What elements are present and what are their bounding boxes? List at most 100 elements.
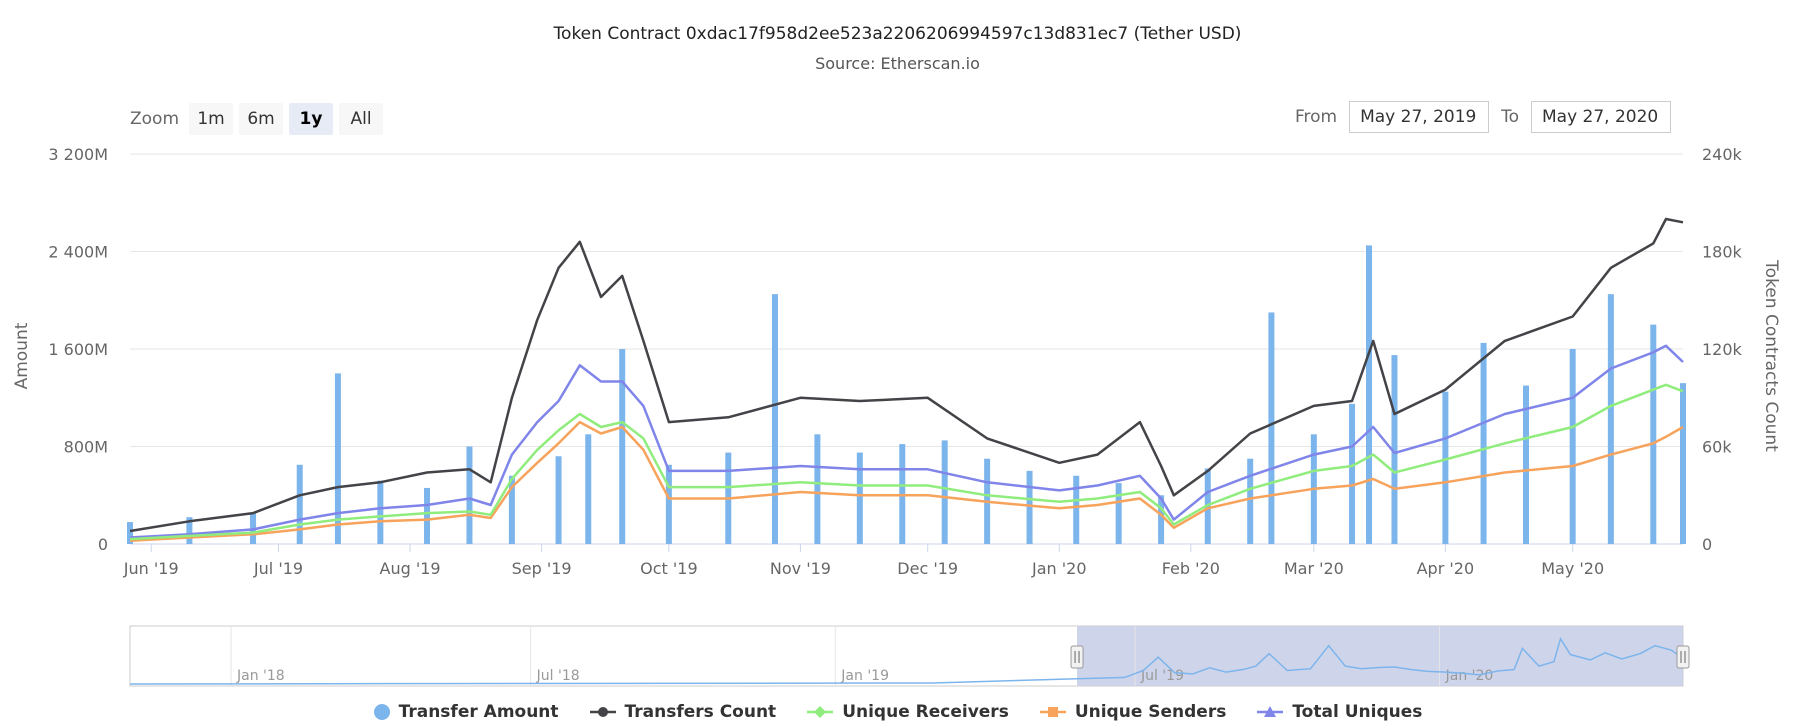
unique-receivers-line[interactable] bbox=[129, 383, 1684, 541]
navigator[interactable]: Jan '18 Jul '18 Jan '19 Jul '19 Jan '20 bbox=[129, 625, 1690, 687]
transfer-amount-bar[interactable] bbox=[899, 444, 906, 544]
y-axis-right-title: Token Contracts Count bbox=[1761, 259, 1781, 452]
y-right-tick-label: 240k bbox=[1702, 145, 1743, 164]
zoom-1y-button[interactable]: 1y bbox=[289, 103, 334, 135]
legend-label: Total Uniques bbox=[1292, 702, 1423, 722]
transfer-amount-bar[interactable] bbox=[334, 373, 341, 544]
transfer-amount-bar[interactable] bbox=[619, 349, 626, 544]
navigator-label: Jul '19 bbox=[1140, 668, 1184, 684]
chart-subtitle: Source: Etherscan.io bbox=[815, 54, 980, 73]
transfer-amount-bar[interactable] bbox=[466, 446, 473, 545]
chart-svg: Amount Token Contracts Count 0 0 800M 60k 1 … bbox=[12, 145, 1781, 687]
legend-item-unique-senders[interactable]: Unique Senders bbox=[1039, 702, 1227, 722]
x-tick-label: Mar '20 bbox=[1284, 559, 1344, 578]
zoom-controls: Zoom 1m 6m 1y All bbox=[130, 103, 384, 135]
navigator-label: Jan '19 bbox=[840, 668, 889, 684]
x-tick-label: Jul '19 bbox=[253, 559, 303, 578]
transfer-amount-bar[interactable] bbox=[1158, 495, 1165, 544]
legend-symbol-circle-line-icon bbox=[589, 707, 616, 717]
transfer-amount-bar[interactable] bbox=[1115, 483, 1122, 544]
to-date-input[interactable] bbox=[1531, 101, 1671, 133]
navigator-handle[interactable] bbox=[1070, 645, 1084, 669]
transfer-amount-bar[interactable] bbox=[941, 440, 948, 544]
navigator-handle[interactable] bbox=[1676, 645, 1690, 669]
legend-item-total-uniques[interactable]: Total Uniques bbox=[1256, 702, 1422, 722]
y-left-tick-label: 1 600M bbox=[48, 340, 108, 359]
navigator-label: Jan '20 bbox=[1445, 668, 1494, 684]
transfer-amount-bar[interactable] bbox=[1569, 349, 1576, 544]
x-tick-label: Oct '19 bbox=[640, 559, 698, 578]
unique-senders-line[interactable] bbox=[129, 420, 1684, 543]
chart-title: Token Contract 0xdac17f958d2ee523a220620… bbox=[553, 24, 1242, 44]
y-right-tick-label: 60k bbox=[1702, 438, 1732, 457]
from-label: From bbox=[1294, 107, 1338, 127]
legend-label: Unique Senders bbox=[1074, 702, 1227, 722]
legend: Transfer Amount Transfers Count Unique Rec… bbox=[0, 702, 1795, 722]
transfer-amount-bar[interactable] bbox=[1480, 342, 1487, 544]
transfer-amount-bar[interactable] bbox=[856, 452, 863, 544]
zoom-label: Zoom bbox=[130, 109, 180, 129]
transfer-amount-bar[interactable] bbox=[1026, 470, 1033, 544]
legend-symbol-circle-icon bbox=[373, 704, 390, 720]
transfer-amount-bar[interactable] bbox=[814, 434, 821, 544]
transfer-amount-bar[interactable] bbox=[127, 522, 133, 544]
x-tick-label: Dec '19 bbox=[897, 559, 958, 578]
transfer-amount-bar[interactable] bbox=[1442, 391, 1449, 544]
transfer-amount-bar[interactable] bbox=[1247, 458, 1254, 544]
legend-label: Transfer Amount bbox=[398, 702, 559, 722]
transfer-amount-bar[interactable] bbox=[1650, 324, 1657, 544]
navigator-selection[interactable] bbox=[1077, 626, 1683, 686]
transfers-count-line[interactable] bbox=[129, 217, 1684, 533]
transfer-amount-bar[interactable] bbox=[1366, 245, 1373, 544]
zoom-6m-button[interactable]: 6m bbox=[239, 103, 284, 135]
transfer-amount-bars bbox=[127, 245, 1686, 544]
x-tick-label: Jan '20 bbox=[1031, 559, 1087, 578]
transfer-amount-bar[interactable] bbox=[771, 294, 778, 544]
axes: Amount Token Contracts Count 0 0 800M 60k 1 … bbox=[12, 145, 1781, 578]
legend-label: Unique Receivers bbox=[842, 702, 1009, 722]
x-tick-label: Aug '19 bbox=[380, 559, 441, 578]
legend-label: Transfers Count bbox=[624, 702, 777, 722]
legend-symbol-triangle-line-icon bbox=[1257, 706, 1284, 717]
transfer-amount-bar[interactable] bbox=[424, 487, 431, 544]
y-left-tick-label: 800M bbox=[64, 438, 108, 457]
x-tick-label: Jun '19 bbox=[123, 559, 179, 578]
legend-item-transfer-amount[interactable]: Transfer Amount bbox=[373, 702, 559, 722]
x-tick-label: Nov '19 bbox=[770, 559, 831, 578]
legend-symbol-diamond-line-icon bbox=[807, 706, 834, 718]
zoom-all-button[interactable]: All bbox=[339, 103, 384, 135]
date-range: From To bbox=[1295, 101, 1671, 133]
transfer-amount-bar[interactable] bbox=[1073, 475, 1080, 544]
transfer-amount-bar[interactable] bbox=[1349, 403, 1356, 544]
transfer-amount-bar[interactable] bbox=[555, 456, 562, 544]
transfer-amount-bar[interactable] bbox=[1268, 312, 1275, 544]
grid-lines bbox=[130, 153, 1683, 545]
y-right-tick-label: 180k bbox=[1702, 243, 1743, 262]
x-tick-label: May '20 bbox=[1541, 559, 1604, 578]
y-right-tick-label: 120k bbox=[1702, 340, 1743, 359]
navigator-label: Jan '18 bbox=[236, 668, 285, 684]
transfer-amount-bar[interactable] bbox=[186, 517, 193, 544]
total-uniques-line[interactable] bbox=[129, 344, 1684, 539]
transfer-amount-bar[interactable] bbox=[665, 464, 672, 544]
transfer-amount-bar[interactable] bbox=[1391, 355, 1398, 544]
from-date-input[interactable] bbox=[1349, 101, 1490, 133]
x-tick-label: Feb '20 bbox=[1162, 559, 1220, 578]
transfer-amount-bar[interactable] bbox=[296, 464, 303, 544]
zoom-1m-button[interactable]: 1m bbox=[189, 103, 234, 135]
transfer-amount-bar[interactable] bbox=[1680, 383, 1686, 544]
legend-symbol-square-line-icon bbox=[1039, 707, 1066, 717]
y-right-tick-label: 0 bbox=[1702, 535, 1712, 554]
transfer-amount-bar[interactable] bbox=[585, 434, 592, 544]
legend-item-transfers-count[interactable]: Transfers Count bbox=[589, 702, 777, 722]
transfer-amount-bar[interactable] bbox=[1607, 294, 1614, 544]
x-tick-label: Sep '19 bbox=[512, 559, 572, 578]
transfer-amount-bar[interactable] bbox=[1523, 385, 1530, 544]
to-label: To bbox=[1501, 107, 1519, 127]
y-left-tick-label: 2 400M bbox=[48, 243, 108, 262]
navigator-label: Jul '18 bbox=[536, 668, 580, 684]
legend-item-unique-receivers[interactable]: Unique Receivers bbox=[806, 702, 1009, 722]
transfer-amount-bar[interactable] bbox=[377, 480, 384, 544]
transfer-amount-bar[interactable] bbox=[508, 475, 515, 544]
